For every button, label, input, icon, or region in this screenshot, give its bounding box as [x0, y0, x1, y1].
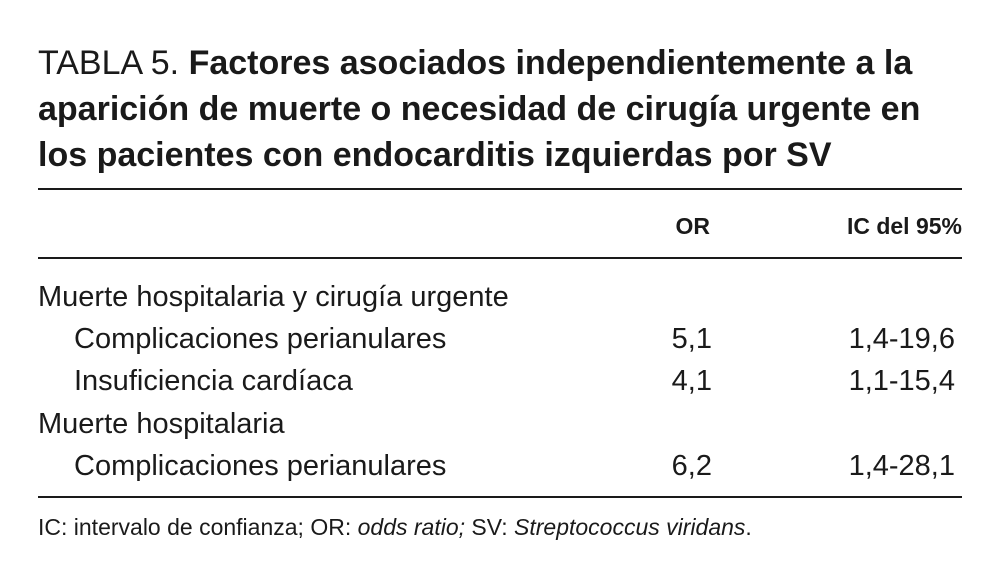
table-row: Complicaciones perianulares 6,2 1,4-28,1: [0, 445, 991, 487]
row-label: Muerte hospitalaria y cirugía urgente: [38, 281, 509, 313]
row-ic-value: 1,4-28,1: [848, 450, 955, 482]
table-title: TABLA 5. Factores asociados independient…: [38, 40, 968, 178]
row-or-value: 5,1: [671, 323, 712, 355]
table-row: Muerte hospitalaria: [0, 403, 991, 445]
table-top-rule: [38, 188, 962, 190]
column-header-or: OR: [675, 213, 711, 239]
row-label: Insuficiencia cardíaca: [74, 365, 353, 397]
row-label: Complicaciones perianulares: [74, 323, 447, 355]
row-ic-value: 1,1-15,4: [848, 365, 955, 397]
footnote-italic-text: odds ratio;: [357, 514, 466, 540]
footnote-italic-text: Streptococcus viridans: [514, 514, 746, 540]
header-rule: [38, 257, 962, 259]
table-row: Complicaciones perianulares 5,1 1,4-19,6: [0, 318, 991, 360]
footnote-text: IC: intervalo de confianza; OR:: [38, 514, 358, 540]
row-label: Complicaciones perianulares: [74, 450, 447, 482]
row-label: Muerte hospitalaria: [38, 408, 285, 440]
table-row: Muerte hospitalaria y cirugía urgente: [0, 276, 991, 318]
footnote-text: SV:: [465, 514, 515, 540]
row-or-value: 6,2: [671, 450, 712, 482]
column-header-ic: IC del 95%: [846, 213, 962, 239]
row-or-value: 4,1: [671, 365, 712, 397]
table-number: TABLA 5.: [38, 44, 189, 82]
table-bottom-rule: [38, 496, 962, 498]
footnote-text: .: [745, 514, 752, 540]
table-caption: Factores asociados independientemente a …: [38, 44, 921, 174]
table-footnote: IC: intervalo de confianza; OR: odds rat…: [38, 512, 752, 542]
table-row: Insuficiencia cardíaca 4,1 1,1-15,4: [0, 360, 991, 402]
row-ic-value: 1,4-19,6: [848, 323, 955, 355]
